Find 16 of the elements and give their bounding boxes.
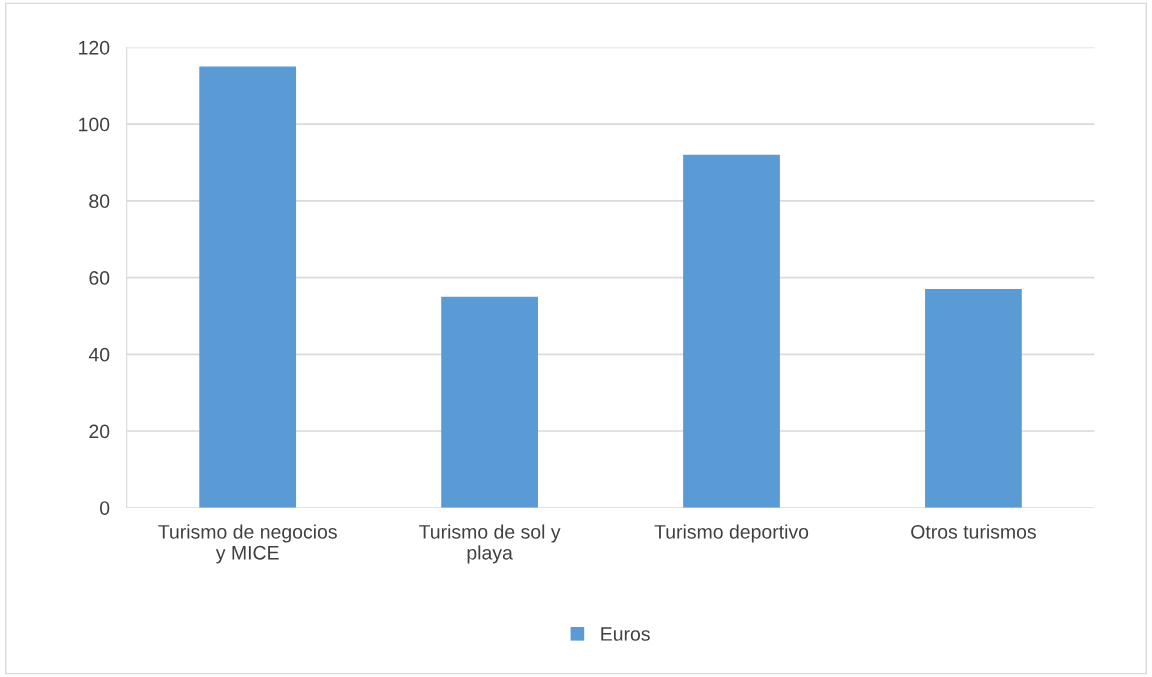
y-tick-label: 60 bbox=[89, 271, 110, 285]
bar bbox=[199, 66, 297, 508]
y-tick-label: 80 bbox=[89, 194, 110, 209]
y-tick-label: 40 bbox=[88, 347, 110, 362]
x-tick-label: Turismo de sol y playa bbox=[419, 524, 561, 564]
y-tick-label: 20 bbox=[89, 424, 110, 439]
y-tick-label: 120 bbox=[79, 40, 110, 55]
x-tick-label: Turismo deportivo bbox=[654, 524, 809, 543]
legend-label: Euros bbox=[601, 627, 650, 641]
x-tick-label: Otros turismos bbox=[911, 524, 1036, 539]
y-tick-label: 100 bbox=[79, 117, 110, 132]
bar bbox=[925, 289, 1022, 508]
x-tick-label: Turismo de negocios y MICE bbox=[158, 524, 337, 564]
y-tick-label: 0 bbox=[100, 501, 110, 515]
bar bbox=[683, 154, 780, 508]
bar bbox=[441, 296, 538, 508]
